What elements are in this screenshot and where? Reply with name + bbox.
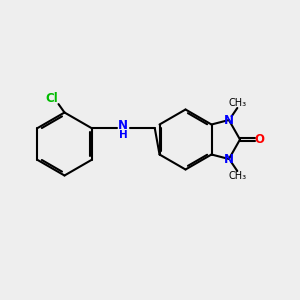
Text: N: N: [118, 119, 128, 132]
Text: H: H: [119, 130, 128, 140]
Text: N: N: [224, 152, 234, 166]
Text: CH₃: CH₃: [228, 171, 246, 181]
Text: Cl: Cl: [45, 92, 58, 105]
Text: O: O: [255, 133, 265, 146]
Text: N: N: [224, 113, 234, 127]
Text: CH₃: CH₃: [228, 98, 246, 108]
